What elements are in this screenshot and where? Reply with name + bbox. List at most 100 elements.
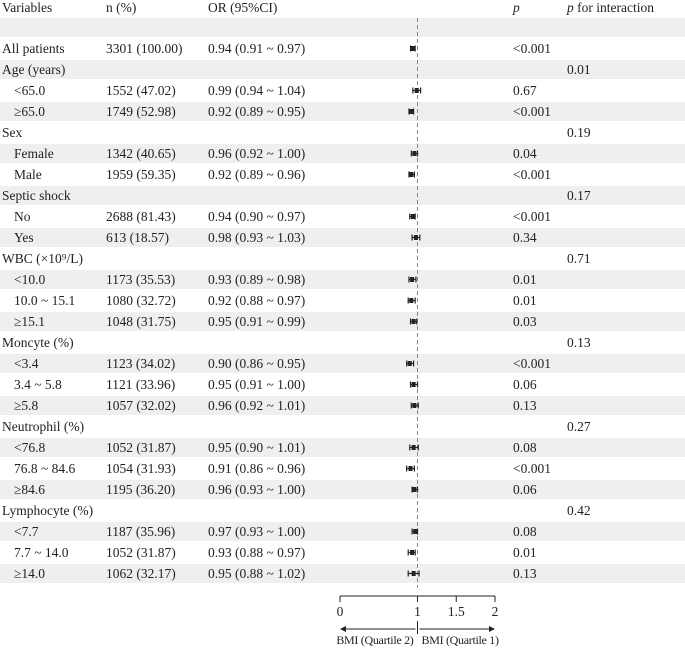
header-p-interaction: p for interaction (567, 0, 654, 15)
point-estimate (413, 529, 418, 534)
row-p: <0.001 (513, 41, 551, 56)
row-label: 7.7 ~ 14.0 (14, 545, 69, 560)
row-p: <0.001 (513, 356, 551, 371)
row-label: ≥65.0 (14, 104, 46, 119)
point-estimate (411, 445, 416, 450)
row-label: <10.0 (14, 272, 46, 287)
row-n: 1173 (35.53) (106, 272, 176, 287)
point-estimate (412, 403, 417, 408)
table-row (0, 18, 685, 37)
table-row: ≥5.8 1057 (32.02) 0.96 (0.92 ~ 1.01) 0.13 (0, 396, 685, 415)
table-row: 7.7 ~ 14.0 1052 (31.87) 0.93 (0.88 ~ 0.97)… (0, 543, 685, 562)
row-or: 0.99 (0.94 ~ 1.04) (208, 83, 306, 98)
table-row: ≥84.6 1195 (36.20) 0.96 (0.93 ~ 1.00) 0.06 (0, 480, 685, 499)
row-n: 1121 (33.96) (106, 377, 176, 392)
row-p: 0.13 (513, 566, 537, 581)
row-or: 0.93 (0.89 ~ 0.98) (208, 272, 306, 287)
row-p: 0.04 (513, 146, 537, 161)
table-row: ≥14.0 1062 (32.17) 0.95 (0.88 ~ 1.02) 0.13 (0, 564, 685, 583)
table-row: <7.7 1187 (35.96) 0.97 (0.93 ~ 1.00) 0.08 (0, 522, 685, 541)
x-tick-label: 1.5 (448, 604, 465, 619)
table-row: <65.0 1552 (47.02) 0.99 (0.94 ~ 1.04) 0.67 (0, 81, 685, 100)
row-n: 1054 (31.93) (106, 461, 176, 476)
row-p: 0.01 (513, 272, 537, 287)
row-label: All patients (2, 41, 65, 56)
point-estimate (410, 550, 415, 555)
table-row: No 2688 (81.43) 0.94 (0.90 ~ 0.97) <0.001 (0, 207, 685, 226)
table-row: All patients 3301 (100.00) 0.94 (0.91 ~ 0.… (0, 39, 685, 58)
row-label: Septic shock (2, 188, 71, 203)
row-p-interaction: 0.42 (567, 503, 591, 518)
table-row: ≥65.0 1749 (52.98) 0.92 (0.89 ~ 0.95) <0.00… (0, 102, 685, 121)
header-variables: Variables (2, 0, 53, 15)
row-label: ≥5.8 (14, 398, 39, 413)
row-label: ≥15.1 (14, 314, 46, 329)
row-n: 1062 (32.17) (106, 566, 176, 581)
row-n: 1123 (34.02) (106, 356, 176, 371)
point-estimate (409, 298, 414, 303)
table-row: Septic shock 0.17 (0, 186, 685, 205)
row-or: 0.96 (0.93 ~ 1.00) (208, 482, 306, 497)
row-n: 1048 (31.75) (106, 314, 176, 329)
row-p-interaction: 0.17 (567, 188, 591, 203)
row-p-interaction: 0.71 (567, 251, 591, 266)
row-label: Moncyte (%) (2, 335, 74, 350)
row-or: 0.92 (0.89 ~ 0.96) (208, 167, 306, 182)
row-label: Age (years) (2, 62, 66, 77)
row-label: Female (14, 146, 54, 161)
table-row: <10.0 1173 (35.53) 0.93 (0.89 ~ 0.98) 0.01 (0, 270, 685, 289)
row-or: 0.96 (0.92 ~ 1.00) (208, 146, 306, 161)
row-p: <0.001 (513, 104, 551, 119)
row-n: 1959 (59.35) (106, 167, 176, 182)
row-p: 0.34 (513, 230, 537, 245)
point-estimate (409, 172, 414, 177)
table-row: <76.8 1052 (31.87) 0.95 (0.90 ~ 1.01) 0.08 (0, 438, 685, 457)
row-label: Male (14, 167, 42, 182)
table-row: WBC (×10⁹/L) 0.71 (0, 249, 685, 268)
row-p: 0.08 (513, 524, 537, 539)
table-row: Neutrophil (%) 0.27 (0, 417, 685, 436)
row-n: 3301 (100.00) (106, 41, 183, 56)
row-p: <0.001 (513, 209, 551, 224)
row-n: 1057 (32.02) (106, 398, 176, 413)
row-or: 0.95 (0.91 ~ 0.99) (208, 314, 306, 329)
point-estimate (414, 88, 419, 93)
point-estimate (410, 277, 415, 282)
row-or: 0.93 (0.88 ~ 0.97) (208, 545, 306, 560)
row-p-interaction: 0.01 (567, 62, 591, 77)
x-tick-label: 0 (337, 604, 344, 619)
point-estimate (411, 382, 416, 387)
row-p: <0.001 (513, 167, 551, 182)
row-or: 0.92 (0.89 ~ 0.95) (208, 104, 306, 119)
row-p: 0.13 (513, 398, 537, 413)
row-label: 10.0 ~ 15.1 (14, 293, 76, 308)
table-row: Lymphocyte (%) 0.42 (0, 501, 685, 520)
row-label: <7.7 (14, 524, 39, 539)
row-p: 0.01 (513, 293, 537, 308)
row-label: WBC (×10⁹/L) (2, 251, 83, 266)
header-or: OR (95%CI) (208, 0, 278, 15)
table-row: Yes 613 (18.57) 0.98 (0.93 ~ 1.03) 0.34 (0, 228, 685, 247)
row-label: Yes (14, 230, 34, 245)
row-p: 0.01 (513, 545, 537, 560)
point-estimate (413, 235, 418, 240)
arrow-right-label: BMI (Quartile 1) (422, 633, 499, 647)
row-label: 3.4 ~ 5.8 (14, 377, 62, 392)
table-row: Female 1342 (40.65) 0.96 (0.92 ~ 1.00) 0.04 (0, 144, 685, 163)
row-n: 1552 (47.02) (106, 83, 176, 98)
point-estimate (407, 361, 412, 366)
row-n: 1342 (40.65) (106, 146, 176, 161)
row-n: 1187 (35.96) (106, 524, 176, 539)
row-or: 0.98 (0.93 ~ 1.03) (208, 230, 306, 245)
row-p-interaction: 0.19 (567, 125, 591, 140)
row-label: Neutrophil (%) (2, 419, 85, 434)
row-or: 0.96 (0.92 ~ 1.01) (208, 398, 306, 413)
row-or: 0.92 (0.88 ~ 0.97) (208, 293, 306, 308)
row-or: 0.91 (0.86 ~ 0.96) (208, 461, 306, 476)
header-n: n (%) (106, 0, 137, 15)
point-estimate (409, 109, 414, 114)
row-label: ≥14.0 (14, 566, 46, 581)
row-n: 1052 (31.87) (106, 545, 176, 560)
x-tick-label: 2 (492, 604, 499, 619)
